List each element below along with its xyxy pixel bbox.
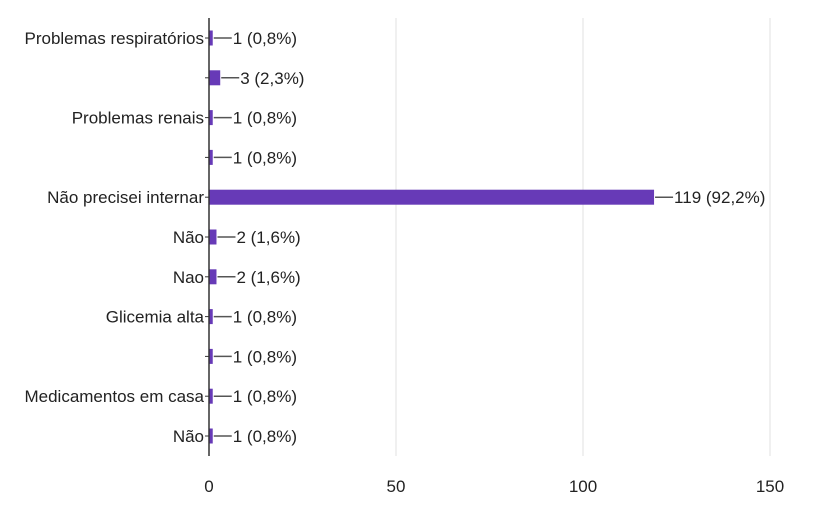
category-label: Problemas respiratórios — [24, 29, 204, 48]
data-label: 3 (2,3%) — [240, 69, 304, 88]
data-label: 119 (92,2%) — [674, 188, 765, 207]
category-label: Glicemia alta — [106, 308, 205, 327]
data-label: 1 (0,8%) — [233, 109, 297, 128]
labels: 0 50 100 150 Problemas respiratórios 1 (0,8%)… — [24, 29, 784, 496]
category-label: Medicamentos em casa — [24, 387, 204, 406]
bar — [209, 229, 217, 245]
data-label: 1 (0,8%) — [233, 347, 297, 366]
category-label: Não — [173, 427, 204, 446]
bars — [209, 30, 655, 444]
x-tick-label: 100 — [569, 477, 597, 496]
bar — [209, 70, 221, 86]
x-tick-label: 0 — [204, 477, 213, 496]
bar — [209, 30, 213, 46]
bar — [209, 110, 213, 126]
data-label: 1 (0,8%) — [233, 308, 297, 327]
data-label: 1 (0,8%) — [233, 387, 297, 406]
x-tick-label: 150 — [756, 477, 784, 496]
bar — [209, 269, 217, 285]
bar — [209, 388, 213, 404]
data-label: 1 (0,8%) — [233, 148, 297, 167]
category-label: Problemas renais — [72, 109, 204, 128]
bar — [209, 309, 213, 325]
category-label: Não — [173, 228, 204, 247]
gridlines — [395, 18, 771, 456]
bar — [209, 189, 655, 205]
bar — [209, 428, 213, 444]
data-label: 2 (1,6%) — [236, 268, 300, 287]
data-label: 1 (0,8%) — [233, 427, 297, 446]
category-label: Não precisei internar — [47, 188, 204, 207]
x-tick-label: 50 — [387, 477, 406, 496]
axes — [205, 18, 674, 456]
bar — [209, 149, 213, 165]
data-label: 1 (0,8%) — [233, 29, 297, 48]
data-label: 2 (1,6%) — [236, 228, 300, 247]
category-label: Nao — [173, 268, 204, 287]
bar — [209, 348, 213, 364]
